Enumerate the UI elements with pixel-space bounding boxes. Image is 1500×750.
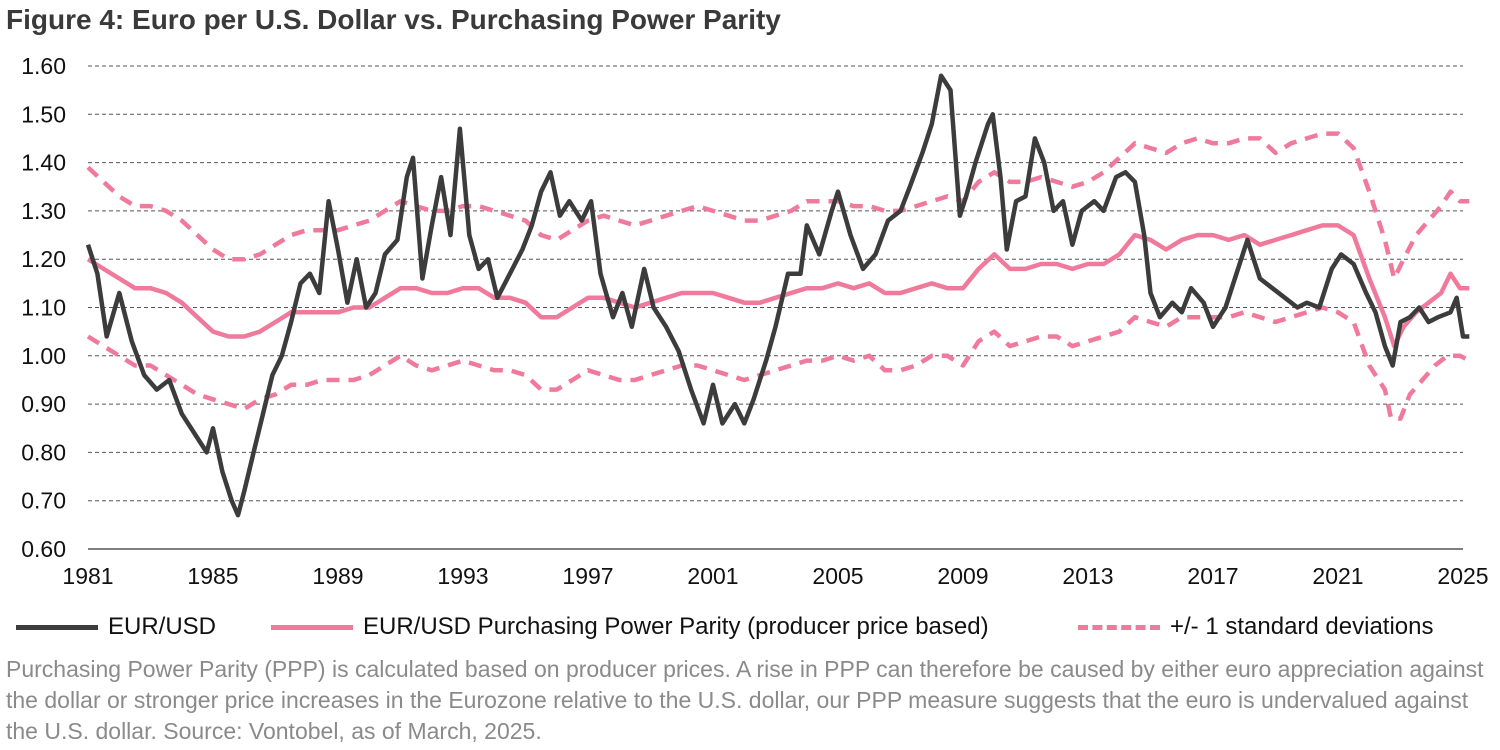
y-tick-label: 1.00 [21,343,66,369]
footnote: Purchasing Power Parity (PPP) is calcula… [6,656,1484,744]
x-tick-label: 2001 [687,563,738,589]
y-tick-label: 1.60 [21,53,66,79]
legend: EUR/USD EUR/USD Purchasing Power Parity … [16,610,1486,644]
legend-swatch-eur-usd [16,624,98,630]
x-tick-label: 1993 [437,563,488,589]
x-tick-label: 2005 [812,563,863,589]
y-tick-label: 1.40 [21,150,66,176]
x-tick-label: 2017 [1187,563,1238,589]
x-tick-label: 2021 [1312,563,1363,589]
x-tick-label: 1985 [187,563,238,589]
x-tick-label: 1997 [562,563,613,589]
y-tick-label: 0.90 [21,391,66,417]
legend-label-band: +/- 1 standard deviations [1170,613,1434,640]
line-chart: 0.60 0.70 0.80 0.90 1.00 1.10 1.20 1.30 1.40 1.50… [21,53,1488,589]
y-tick-label: 0.60 [21,536,66,562]
axes: 0.60 0.70 0.80 0.90 1.00 1.10 1.20 1.30 1.40 1.50… [21,53,1488,589]
legend-item-band: +/- 1 standard deviations [1078,610,1434,644]
gridlines [88,65,1463,502]
y-tick-label: 1.10 [21,295,66,321]
series-line-solid-dark [85,73,1470,518]
x-tick-label: 2013 [1062,563,1113,589]
series-line-solid-pink [86,223,1470,349]
legend-item-eur-usd: EUR/USD [16,610,216,644]
series-lines [85,73,1471,518]
legend-swatch-band [1078,624,1160,630]
y-tick-label: 0.70 [21,488,66,514]
series-line-dashed-pink [86,131,1470,281]
legend-label-eur-usd: EUR/USD [108,613,217,640]
y-tick-label: 1.30 [21,198,66,224]
legend-swatch-ppp [271,624,353,630]
y-tick-label: 1.50 [21,101,66,127]
legend-item-ppp: EUR/USD Purchasing Power Parity (produce… [271,610,989,644]
x-tick-label: 2009 [937,563,988,589]
y-tick-label: 0.80 [21,439,66,465]
y-tick-label: 1.20 [21,246,66,272]
x-tick-label: 1989 [312,563,363,589]
chart-title: Figure 4: Euro per U.S. Dollar vs. Purch… [6,4,781,35]
legend-label-ppp: EUR/USD Purchasing Power Parity (produce… [363,613,989,640]
x-tick-label: 1981 [62,563,113,589]
series-line-dashed-pink [86,305,1471,421]
x-tick-label: 2025 [1437,563,1488,589]
